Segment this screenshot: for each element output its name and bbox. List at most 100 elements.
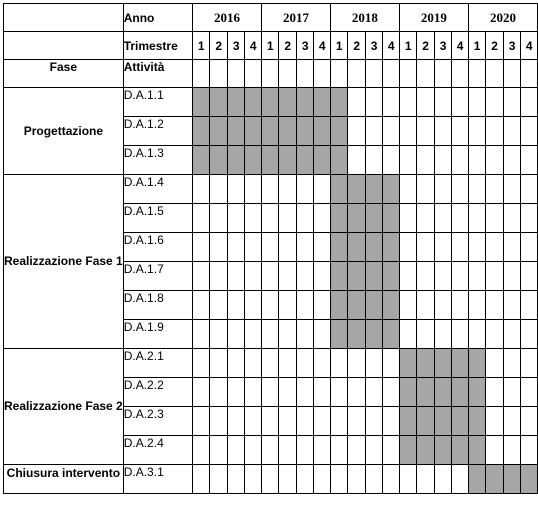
empty-cell: [382, 59, 400, 88]
empty-cell: [382, 377, 400, 407]
empty-cell: [416, 464, 435, 494]
gantt-bar-cell: [347, 174, 366, 204]
empty-cell: [244, 435, 262, 465]
gantt-bar-cell: [209, 87, 228, 117]
gantt-bar-cell: [364, 232, 384, 262]
empty-cell: [226, 319, 246, 349]
empty-cell: [209, 435, 228, 465]
empty-cell: [260, 261, 280, 291]
empty-cell: [485, 435, 504, 465]
empty-cell: [416, 232, 435, 262]
year-cell: 2018: [329, 3, 400, 32]
gantt-bar-cell: [416, 377, 435, 407]
empty-cell: [502, 116, 522, 146]
gantt-body: Anno 2016 2017 2018 2019 2020 Trimestre …: [3, 3, 538, 494]
empty-cell: [520, 435, 538, 465]
empty-cell: [313, 203, 331, 233]
empty-cell: [226, 435, 246, 465]
empty-cell: [398, 232, 418, 262]
gantt-bar-cell: [347, 261, 366, 291]
empty-cell: [451, 290, 469, 320]
gantt-bar-cell: [451, 406, 469, 436]
empty-cell: [451, 232, 469, 262]
empty-cell: [451, 87, 469, 117]
quarter-cell: 3: [226, 31, 246, 60]
quarter-label: Trimestre: [122, 31, 193, 60]
gantt-bar-cell: [260, 87, 280, 117]
phase-cell: Progettazione: [3, 87, 124, 175]
empty-cell: [364, 59, 384, 88]
empty-cell: [451, 319, 469, 349]
empty-cell: [382, 435, 400, 465]
empty-cell: [244, 377, 262, 407]
empty-cell: [416, 261, 435, 291]
gantt-bar-cell: [382, 290, 400, 320]
gantt-bar-cell: [382, 203, 400, 233]
empty-cell: [209, 203, 228, 233]
gantt-bar-cell: [416, 435, 435, 465]
activity-code: D.A.1.1: [122, 87, 193, 117]
empty-cell: [502, 203, 522, 233]
empty-cell: [295, 319, 315, 349]
gantt-bar-cell: [278, 145, 297, 175]
gantt-bar-cell: [416, 406, 435, 436]
activity-code: D.A.1.3: [122, 145, 193, 175]
quarter-cell: 2: [485, 31, 504, 60]
gantt-bar-cell: [502, 464, 522, 494]
empty-cell: [329, 348, 349, 378]
quarter-cell: 3: [502, 31, 522, 60]
empty-cell: [520, 377, 538, 407]
gantt-bar-cell: [520, 464, 538, 494]
gantt-bar-cell: [347, 203, 366, 233]
empty-cell: [485, 203, 504, 233]
activity-code: D.A.2.3: [122, 406, 193, 436]
quarter-cell: 2: [278, 31, 297, 60]
gantt-bar-cell: [295, 116, 315, 146]
empty-cell: [191, 464, 211, 494]
gantt-bar-cell: [329, 232, 349, 262]
empty-cell: [433, 464, 453, 494]
empty-cell: [382, 406, 400, 436]
gantt-bar-cell: [313, 87, 331, 117]
gantt-bar-cell: [295, 145, 315, 175]
empty-cell: [433, 261, 453, 291]
empty-cell: [209, 261, 228, 291]
empty-cell: [191, 203, 211, 233]
phase-cell: Chiusura intervento: [3, 464, 124, 494]
empty-cell: [191, 261, 211, 291]
gantt-bar-cell: [467, 406, 487, 436]
empty-cell: [451, 464, 469, 494]
empty-cell: [451, 174, 469, 204]
gantt-bar-cell: [191, 87, 211, 117]
activity-row: Chiusura intervento D.A.3.1: [3, 464, 538, 494]
gantt-bar-cell: [329, 319, 349, 349]
empty-cell: [382, 116, 400, 146]
empty-cell: [398, 145, 418, 175]
empty-cell: [295, 464, 315, 494]
empty-cell: [467, 145, 487, 175]
gantt-bar-cell: [313, 145, 331, 175]
empty-cell: [398, 464, 418, 494]
empty-cell: [209, 232, 228, 262]
empty-cell: [520, 203, 538, 233]
gantt-bar-cell: [467, 464, 487, 494]
empty-cell: [467, 203, 487, 233]
empty-cell: [485, 59, 504, 88]
empty-cell: [451, 203, 469, 233]
empty-cell: [226, 406, 246, 436]
empty-cell: [244, 464, 262, 494]
empty-cell: [191, 174, 211, 204]
gantt-bar-cell: [364, 174, 384, 204]
empty-cell: [485, 87, 504, 117]
empty-cell: [295, 232, 315, 262]
corner-cell: [3, 3, 124, 32]
empty-cell: [398, 116, 418, 146]
activity-row: D.A.2.2: [4, 377, 538, 407]
empty-cell: [485, 116, 504, 146]
empty-cell: [485, 377, 504, 407]
gantt-bar-cell: [278, 116, 297, 146]
empty-cell: [295, 348, 315, 378]
empty-cell: [313, 290, 331, 320]
gantt-bar-cell: [451, 377, 469, 407]
gantt-bar-cell: [329, 87, 349, 117]
